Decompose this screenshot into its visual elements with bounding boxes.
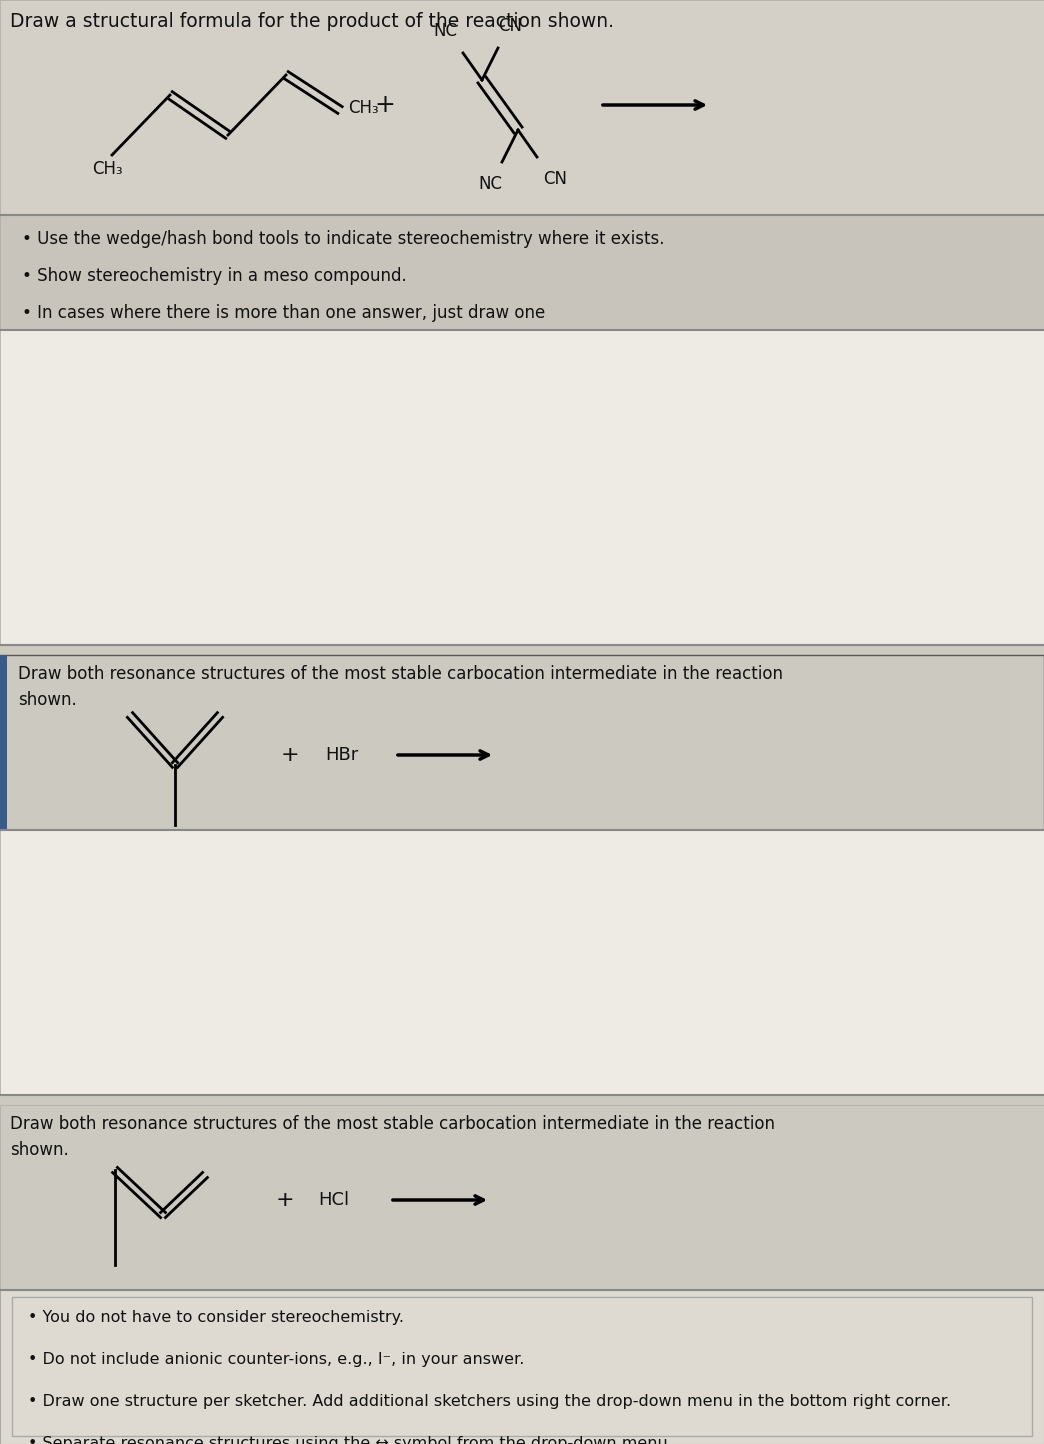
Text: Draw both resonance structures of the most stable carbocation intermediate in th: Draw both resonance structures of the mo… — [18, 666, 783, 709]
Text: • Show stereochemistry in a meso compound.: • Show stereochemistry in a meso compoun… — [22, 267, 407, 284]
FancyBboxPatch shape — [0, 830, 1044, 1095]
Text: +: + — [276, 1190, 294, 1210]
Text: • Do not include anionic counter-ions, e.g., I⁻, in your answer.: • Do not include anionic counter-ions, e… — [28, 1352, 524, 1367]
Text: NC: NC — [478, 175, 502, 193]
Text: +: + — [375, 92, 396, 117]
FancyBboxPatch shape — [0, 1105, 1044, 1289]
FancyBboxPatch shape — [11, 1297, 1033, 1435]
Text: HBr: HBr — [325, 747, 358, 764]
Text: NC: NC — [433, 22, 457, 40]
Text: CH₃: CH₃ — [348, 100, 379, 117]
Text: Draw both resonance structures of the most stable carbocation intermediate in th: Draw both resonance structures of the mo… — [10, 1115, 775, 1160]
Text: HCl: HCl — [318, 1191, 349, 1209]
FancyBboxPatch shape — [0, 1289, 1044, 1444]
Text: CN: CN — [498, 17, 522, 35]
Text: CH₃: CH₃ — [92, 160, 122, 178]
Text: • Use the wedge/hash bond tools to indicate stereochemistry where it exists.: • Use the wedge/hash bond tools to indic… — [22, 230, 664, 248]
Text: • In cases where there is more than one answer, just draw one: • In cases where there is more than one … — [22, 305, 545, 322]
FancyBboxPatch shape — [0, 0, 1044, 215]
Text: • You do not have to consider stereochemistry.: • You do not have to consider stereochem… — [28, 1310, 404, 1326]
Text: Draw a structural formula for the product of the reaction shown.: Draw a structural formula for the produc… — [10, 12, 614, 30]
Text: +: + — [281, 745, 300, 765]
Text: CN: CN — [543, 170, 567, 188]
FancyBboxPatch shape — [0, 331, 1044, 645]
Text: • Draw one structure per sketcher. Add additional sketchers using the drop-down : • Draw one structure per sketcher. Add a… — [28, 1393, 951, 1409]
FancyBboxPatch shape — [0, 656, 1044, 830]
FancyBboxPatch shape — [0, 215, 1044, 331]
Text: • Separate resonance structures using the ↔ symbol from the drop-down menu.: • Separate resonance structures using th… — [28, 1435, 673, 1444]
FancyBboxPatch shape — [0, 656, 7, 830]
